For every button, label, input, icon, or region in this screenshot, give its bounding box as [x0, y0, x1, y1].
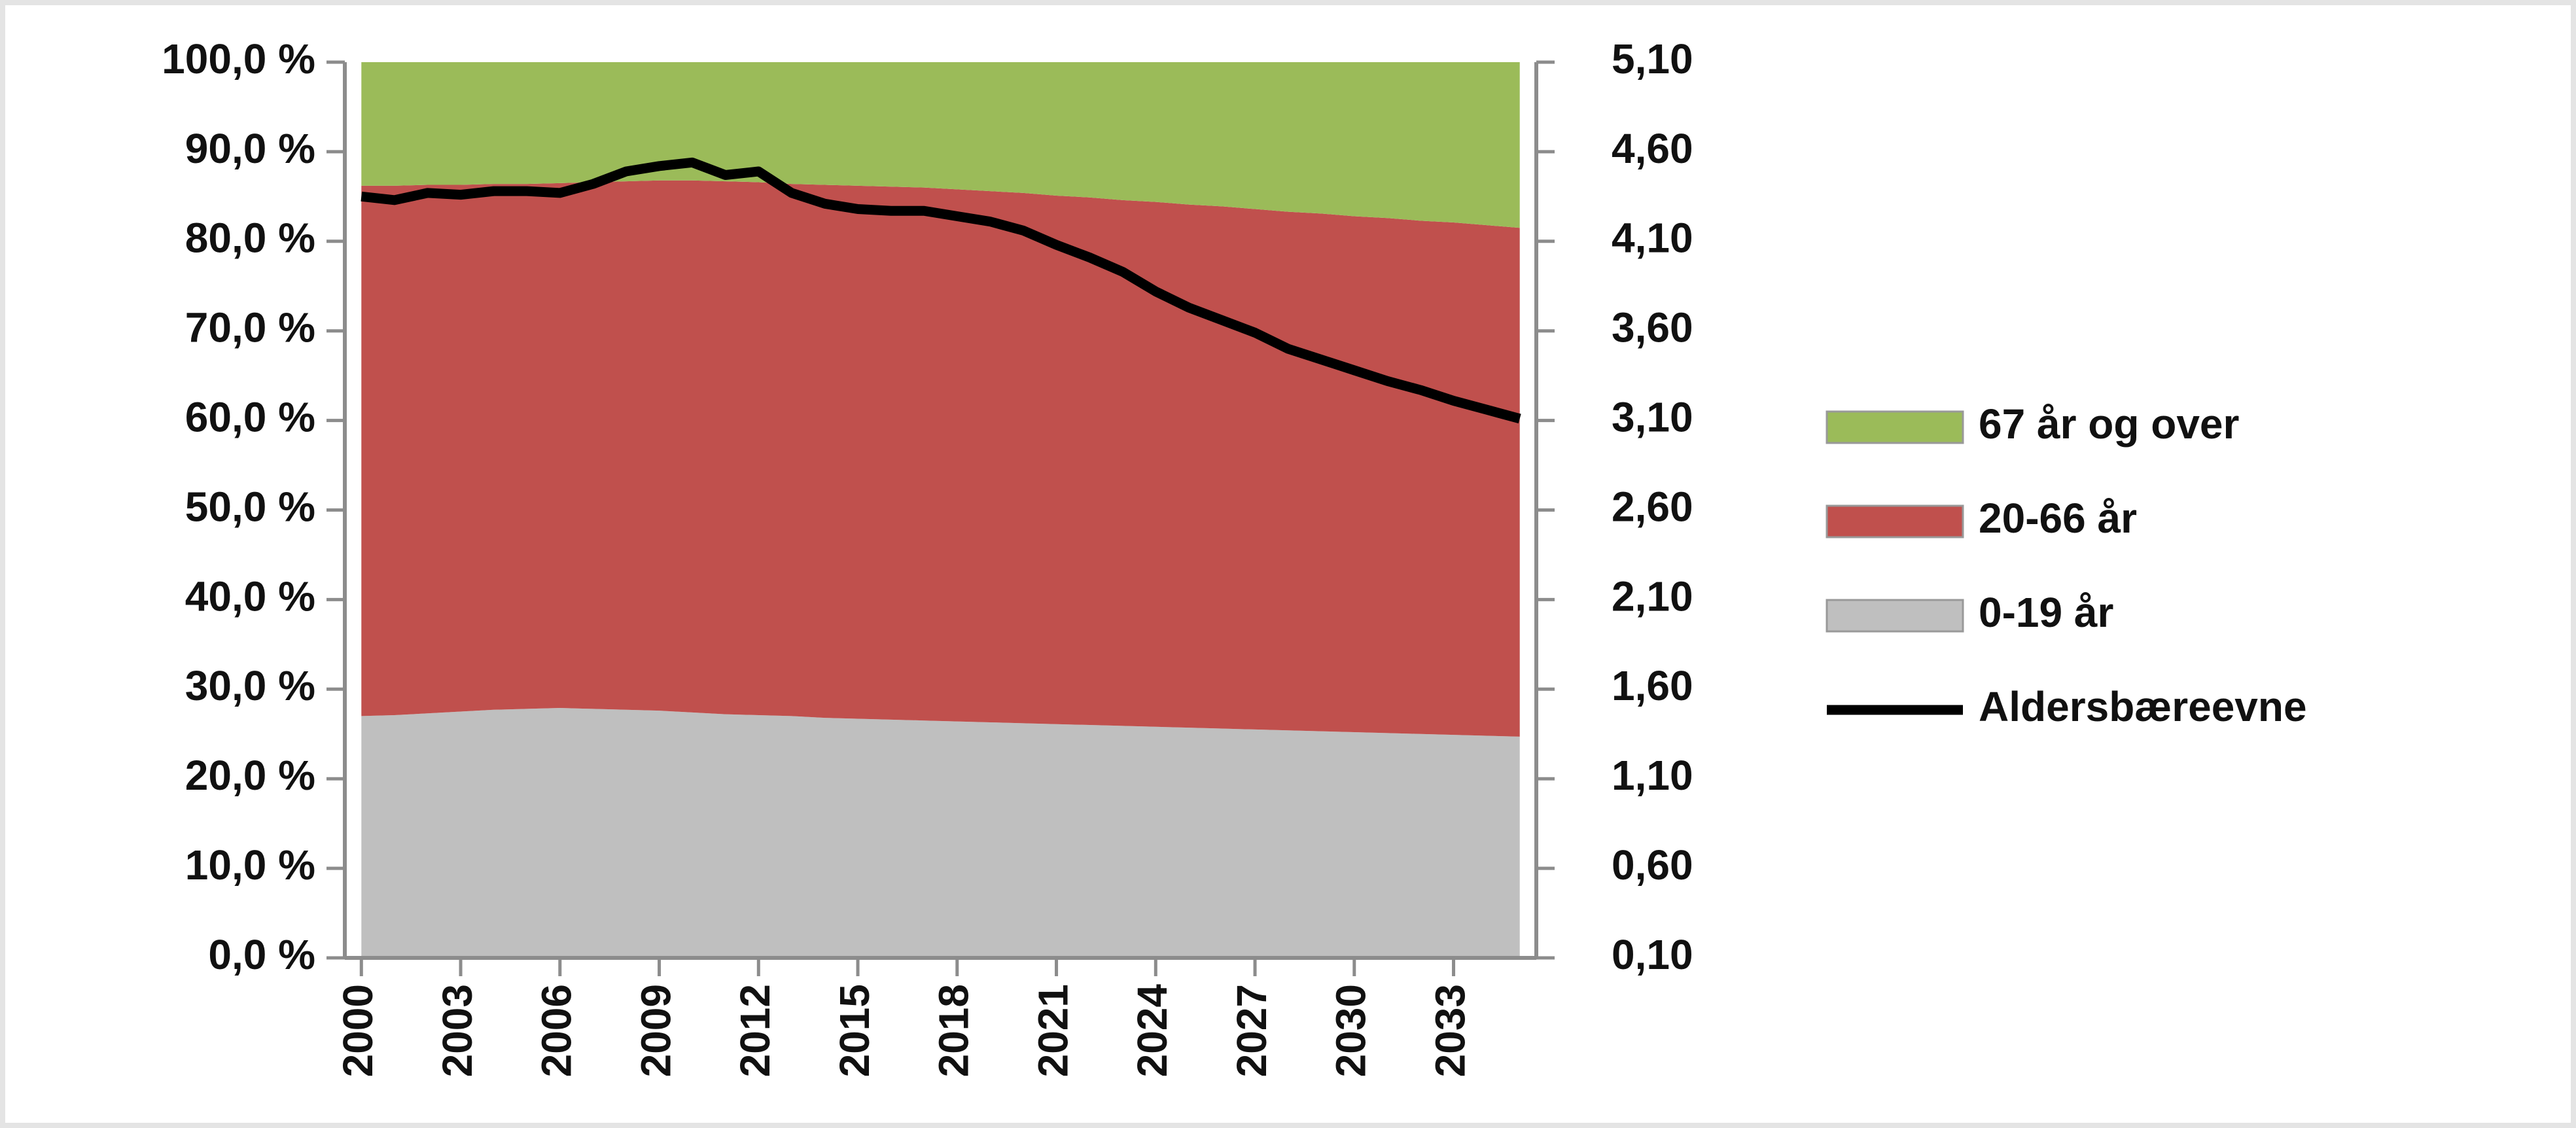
y2-tick-label: 0,10 [1612, 931, 1693, 978]
y2-tick-label: 5,10 [1612, 35, 1693, 82]
y2-tick-label: 1,10 [1612, 752, 1693, 799]
x-tick-label: 2000 [334, 984, 381, 1077]
legend-swatch [1826, 599, 1964, 633]
y-tick-label: 90,0 % [185, 125, 315, 172]
x-tick-label: 2027 [1228, 984, 1275, 1077]
y-tick-label: 10,0 % [185, 841, 315, 889]
x-tick-label: 2024 [1129, 984, 1176, 1078]
y2-tick-label: 1,60 [1612, 662, 1693, 709]
legend-swatch [1826, 410, 1964, 444]
y-tick-label: 50,0 % [185, 483, 315, 530]
legend-label: 0-19 år [1979, 589, 2113, 636]
y-tick-label: 70,0 % [185, 304, 315, 351]
x-tick-label: 2015 [831, 984, 878, 1077]
y-tick-label: 100,0 % [162, 35, 315, 82]
x-tick-label: 2021 [1029, 984, 1076, 1077]
y2-tick-label: 3,60 [1612, 304, 1693, 351]
legend-label: 67 år og over [1979, 400, 2239, 448]
y2-tick-label: 3,10 [1612, 394, 1693, 441]
y-tick-label: 40,0 % [185, 573, 315, 620]
line [361, 157, 1521, 424]
y-tick-label: 0,0 % [208, 931, 315, 978]
x-tick-label: 2009 [632, 984, 679, 1077]
x-tick-label: 2030 [1328, 984, 1375, 1077]
y2-tick-label: 4,10 [1612, 215, 1693, 262]
y-tick-label: 80,0 % [185, 215, 315, 262]
x-tick-label: 2033 [1426, 984, 1473, 1077]
x-tick-label: 2012 [732, 984, 779, 1077]
legend-swatch [1826, 504, 1964, 538]
y2-tick-label: 2,10 [1612, 573, 1693, 620]
y-tick-label: 30,0 % [185, 662, 315, 709]
y2-tick-label: 4,60 [1612, 125, 1693, 172]
x-tick-label: 2018 [930, 984, 978, 1077]
legend-label: 20-66 år [1979, 495, 2137, 542]
area [361, 180, 1520, 737]
y-tick-label: 60,0 % [185, 394, 315, 441]
area [361, 708, 1520, 958]
y-tick-label: 20,0 % [185, 752, 315, 799]
x-tick-label: 2003 [434, 984, 481, 1077]
y2-tick-label: 0,60 [1612, 841, 1693, 889]
legend-label: Aldersbæreevne [1979, 683, 2307, 730]
x-tick-label: 2006 [533, 984, 580, 1077]
area [361, 62, 1520, 228]
y2-tick-label: 2,60 [1612, 483, 1693, 530]
